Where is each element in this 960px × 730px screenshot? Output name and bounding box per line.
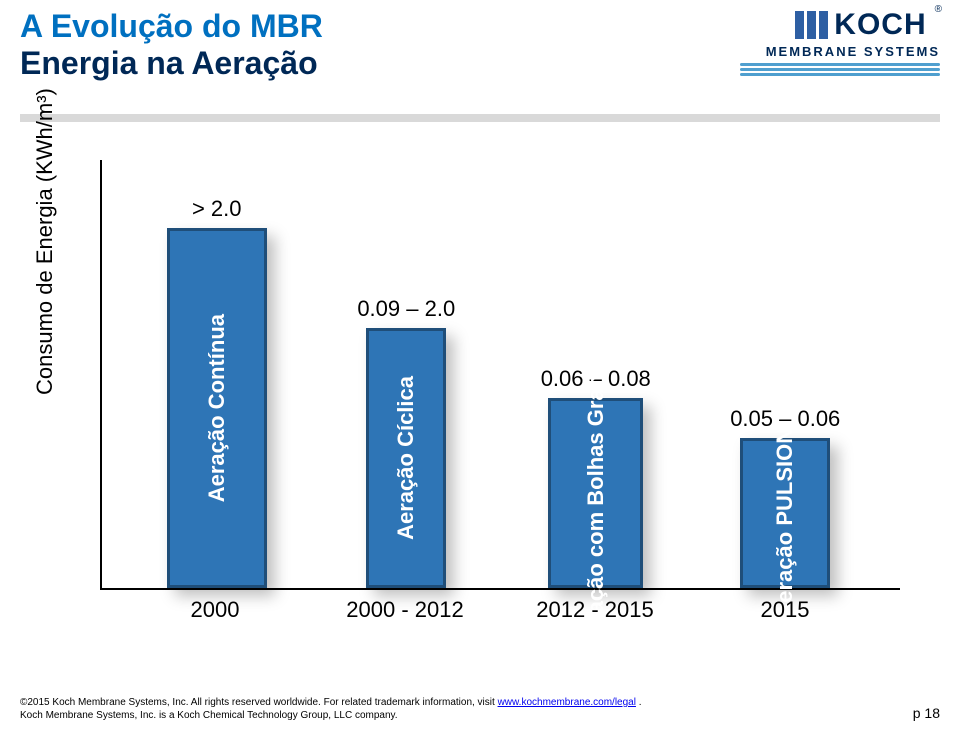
page-number: p 18 (913, 704, 940, 722)
copyright-text-1: ©2015 Koch Membrane Systems, Inc. All ri… (20, 697, 498, 708)
footer: ©2015 Koch Membrane Systems, Inc. All ri… (20, 696, 940, 722)
logo-bars-icon (795, 11, 828, 39)
slide-title: A Evolução do MBR Energia na Aeração (20, 8, 323, 82)
title-line1: A Evolução do MBR (20, 8, 323, 45)
bar: Aeração PULSIONᵀᴹ (740, 438, 830, 588)
copyright-text-2: . (639, 697, 642, 708)
bar: Aeração Cíclica (366, 328, 446, 588)
logo-subtitle: MEMBRANE SYSTEMS (740, 44, 940, 59)
plot-area: > 2.0 Aeração Contínua 0.09 – 2.0 Aeração C… (100, 160, 900, 590)
bar-group: 0.09 – 2.0 Aeração Cíclica (331, 296, 481, 588)
bar-inner-label: Aeração Contínua (204, 314, 230, 502)
registered-mark: ® (935, 4, 942, 15)
bar-inner-label: Aeração PULSIONᵀᴹ (772, 407, 798, 619)
header-divider (20, 114, 940, 122)
bar-inner-label: Aeração Cíclica (393, 376, 419, 540)
bar-group: > 2.0 Aeração Contínua (142, 196, 292, 588)
x-axis-labels: 2000 2000 - 2012 2012 - 2015 2015 (100, 590, 900, 630)
logo-text: KOCH (834, 8, 926, 42)
x-tick-label: 2000 (140, 597, 290, 623)
y-axis-label: Consumo de Energia (KWh/m³) (32, 88, 58, 395)
bar-group: 0.05 – 0.06Aeração PULSIONᵀᴹ (710, 406, 860, 588)
bar-value-label: 0.09 – 2.0 (357, 296, 455, 322)
bar-group: 0.06 – 0.08Aeração com Bolhas Grandes (521, 366, 671, 588)
bars-container: > 2.0 Aeração Contínua 0.09 – 2.0 Aeração C… (102, 160, 900, 588)
legal-link[interactable]: www.kochmembrane.com/legal (498, 697, 636, 708)
copyright-line2: Koch Membrane Systems, Inc. is a Koch Ch… (20, 710, 398, 721)
logo-top-row: KOCH ® (740, 8, 940, 42)
energy-bar-chart: Consumo de Energia (KWh/m³) > 2.0Aeração… (60, 160, 900, 630)
x-tick-label: 2015 (710, 597, 860, 623)
bar-value-label: > 2.0 (192, 196, 242, 222)
bar: Aeração com Bolhas Grandes (548, 398, 643, 588)
company-logo: KOCH ® MEMBRANE SYSTEMS (740, 8, 940, 76)
bar: Aeração Contínua (167, 228, 267, 588)
x-tick-label: 2000 - 2012 (330, 597, 480, 623)
x-tick-label: 2012 - 2015 (520, 597, 670, 623)
title-line2: Energia na Aeração (20, 45, 323, 82)
logo-waves-icon (740, 63, 940, 76)
